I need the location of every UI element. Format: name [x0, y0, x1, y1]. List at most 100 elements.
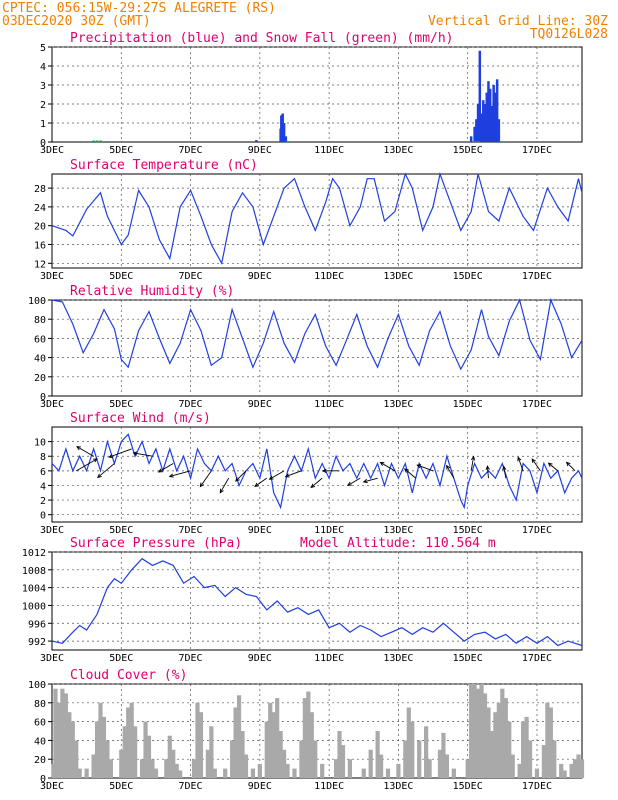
cloud-bar [320, 763, 325, 778]
cloud-bar [486, 707, 491, 778]
cloud-bar [493, 712, 498, 778]
cloud-bar [496, 702, 501, 778]
cloud-bar [257, 763, 262, 778]
x-tick-label: 9DEC [248, 653, 272, 664]
cloud-bar [285, 763, 290, 778]
y-tick-label: 2 [40, 496, 46, 507]
y-tick-label: 1 [40, 119, 46, 130]
cloud-bar [150, 759, 155, 778]
cloud-bar [271, 712, 276, 778]
x-tick-label: 15DEC [453, 145, 483, 156]
snow-bar [499, 141, 502, 142]
cloud-bar [378, 754, 384, 778]
wind-arrow [199, 470, 212, 488]
wind-arrow [517, 456, 524, 472]
cloud-bar [198, 712, 204, 778]
cloud-bar [375, 731, 380, 778]
panel-5: 3DEC 5DEC 7DEC 9DEC 11DEC 13DEC 15DEC 17DEC 0 20 4… [28, 668, 585, 792]
snow-bar [286, 141, 289, 142]
cloud-bar [302, 698, 307, 778]
cloud-bar [396, 763, 401, 778]
cloud-bar [482, 693, 488, 778]
cloud-bar [579, 759, 585, 778]
panel-2: 3DEC 5DEC 7DEC 9DEC 11DEC 13DEC 15DEC 17DEC 0 20 4… [28, 284, 583, 410]
wind-arrow [446, 464, 455, 479]
cloud-bar [129, 702, 134, 778]
cloud-bar [223, 768, 228, 778]
y-tick-label: 28 [34, 184, 46, 195]
header-run-time: 03DEC2020 30Z (GMT) [2, 14, 151, 29]
wind-arrow [97, 463, 115, 479]
panel-1: 3DEC 5DEC 7DEC 9DEC 11DEC 13DEC 15DEC 17DEC 12 16… [34, 158, 583, 282]
y-tick-label: 8 [40, 452, 46, 463]
precip-bar [482, 100, 485, 142]
cloud-bar [347, 759, 353, 778]
wind-arrow [547, 462, 559, 472]
x-tick-label: 5DEC [109, 399, 133, 410]
cloud-bar [292, 768, 297, 778]
cloud-bar [406, 707, 411, 778]
cloud-bar [503, 698, 508, 778]
x-tick-label: 13DEC [383, 145, 413, 156]
cloud-bar [236, 695, 242, 778]
cloud-bar [562, 770, 567, 778]
wind-arrow [168, 470, 191, 478]
x-tick-label: 7DEC [179, 145, 203, 156]
cloud-bar [243, 754, 249, 778]
x-tick-label: 3DEC [40, 399, 64, 410]
cloud-bar [368, 749, 373, 778]
cloud-bar [98, 702, 103, 778]
precip-bar [492, 85, 495, 142]
cloud-bar [424, 726, 429, 778]
x-tick-label: 11DEC [314, 781, 344, 792]
x-tick-label: 3DEC [40, 653, 64, 664]
y-tick-label: 0 [40, 511, 46, 522]
cloud-bar [56, 702, 62, 778]
y-tick-label: 4 [40, 62, 46, 73]
precip-bar [284, 136, 288, 142]
cloud-bar [441, 732, 446, 778]
series-line [51, 297, 583, 371]
cloud-bar [527, 740, 533, 778]
cloud-bar [534, 768, 540, 778]
cloud-bar [521, 721, 526, 778]
cloud-bar [94, 721, 100, 778]
cloud-bar [212, 768, 217, 778]
y-tick-label: 24 [34, 203, 46, 214]
x-tick-label: 17DEC [522, 653, 552, 664]
x-tick-label: 9DEC [248, 145, 272, 156]
y-tick-label: 80 [34, 315, 46, 326]
cloud-bar [465, 759, 470, 778]
y-tick-label: 2 [40, 100, 46, 111]
wind-arrow [254, 477, 268, 488]
wind-arrow [321, 468, 340, 473]
cloud-bar [469, 684, 474, 778]
header-station: CPTEC: 056:15W-29:27S ALEGRETE (RS) [2, 1, 276, 16]
snow-bar [92, 140, 95, 142]
wind-arrow [470, 455, 476, 471]
cloud-bar [524, 716, 529, 778]
series-line [51, 171, 583, 266]
cloud-bar [489, 731, 495, 778]
y-tick-label: 5 [40, 43, 46, 54]
panel-title: Relative Humidity (%) [70, 284, 234, 299]
x-tick-label: 13DEC [383, 525, 413, 536]
cloud-bar [53, 688, 58, 778]
precip-bar [497, 119, 501, 142]
wind-arrow [268, 470, 285, 480]
panels: 3DEC 5DEC 7DEC 9DEC 11DEC 13DEC 15DEC 17DEC 0 1 2 3… [22, 31, 585, 792]
x-tick-label: 11DEC [314, 653, 344, 664]
precip-bar [494, 92, 497, 142]
precip-bar [483, 104, 487, 142]
x-tick-label: 11DEC [314, 525, 344, 536]
x-tick-label: 7DEC [179, 271, 203, 282]
cloud-bar [472, 684, 477, 778]
cloud-bar [507, 721, 512, 778]
x-tick-label: 7DEC [179, 653, 203, 664]
x-tick-label: 9DEC [248, 399, 272, 410]
y-tick-label: 10 [34, 438, 46, 449]
snow-bar [476, 141, 480, 142]
x-tick-label: 17DEC [522, 525, 552, 536]
precip-bar [469, 136, 473, 142]
